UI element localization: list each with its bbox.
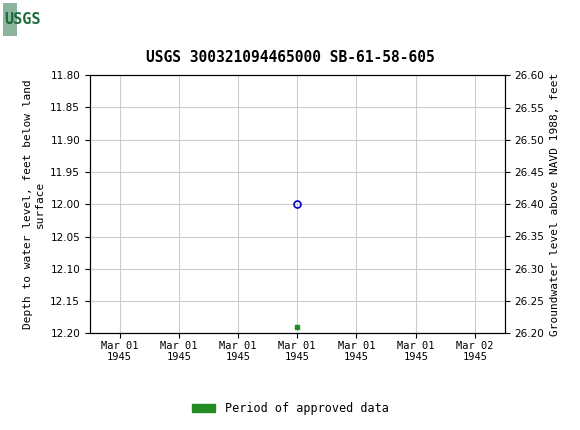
Text: USGS 300321094465000 SB-61-58-605: USGS 300321094465000 SB-61-58-605 — [146, 49, 434, 64]
Text: USGS: USGS — [4, 12, 41, 27]
Y-axis label: Depth to water level, feet below land
surface: Depth to water level, feet below land su… — [23, 80, 45, 329]
Y-axis label: Groundwater level above NAVD 1988, feet: Groundwater level above NAVD 1988, feet — [550, 73, 560, 336]
FancyBboxPatch shape — [3, 3, 17, 36]
Legend: Period of approved data: Period of approved data — [187, 397, 393, 420]
FancyBboxPatch shape — [3, 3, 52, 36]
